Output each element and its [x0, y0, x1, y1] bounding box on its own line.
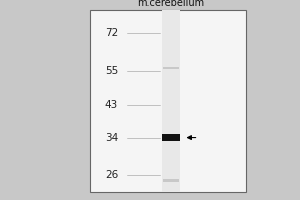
Bar: [163, 67, 179, 69]
Text: 34: 34: [105, 133, 118, 143]
Text: 55: 55: [105, 66, 118, 76]
Text: 43: 43: [105, 100, 118, 110]
Text: 26: 26: [105, 170, 118, 180]
Text: m.cerebellum: m.cerebellum: [138, 0, 205, 8]
Text: 72: 72: [105, 28, 118, 38]
Bar: [162, 10, 181, 192]
Bar: [163, 179, 179, 182]
Bar: [162, 134, 181, 141]
Bar: [90, 10, 246, 192]
